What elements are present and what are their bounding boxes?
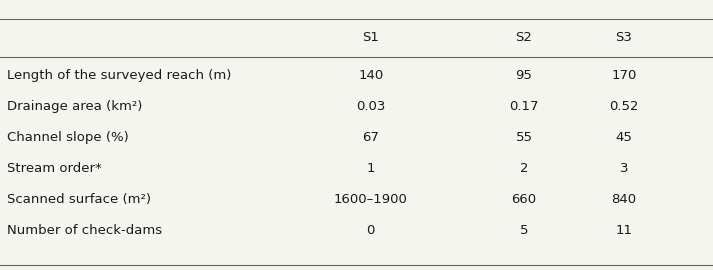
Text: 2: 2 <box>520 162 528 175</box>
Text: 0.17: 0.17 <box>509 100 539 113</box>
Text: 0.52: 0.52 <box>609 100 639 113</box>
Text: 67: 67 <box>362 131 379 144</box>
Text: Drainage area (km²): Drainage area (km²) <box>7 100 143 113</box>
Text: 0: 0 <box>366 224 375 237</box>
Text: 0.03: 0.03 <box>356 100 386 113</box>
Text: 1600–1900: 1600–1900 <box>334 193 408 206</box>
Text: Length of the surveyed reach (m): Length of the surveyed reach (m) <box>7 69 232 82</box>
Text: Scanned surface (m²): Scanned surface (m²) <box>7 193 151 206</box>
Text: Number of check-dams: Number of check-dams <box>7 224 163 237</box>
Text: S2: S2 <box>515 31 533 44</box>
Text: S3: S3 <box>615 31 632 44</box>
Text: 5: 5 <box>520 224 528 237</box>
Text: 45: 45 <box>615 131 632 144</box>
Text: 1: 1 <box>366 162 375 175</box>
Text: Channel slope (%): Channel slope (%) <box>7 131 129 144</box>
Text: 95: 95 <box>515 69 533 82</box>
Text: 3: 3 <box>620 162 628 175</box>
Text: Stream order*: Stream order* <box>7 162 102 175</box>
Text: 660: 660 <box>511 193 537 206</box>
Text: 170: 170 <box>611 69 637 82</box>
Text: 140: 140 <box>358 69 384 82</box>
Text: S1: S1 <box>362 31 379 44</box>
Text: 11: 11 <box>615 224 632 237</box>
Text: 840: 840 <box>611 193 637 206</box>
Text: 55: 55 <box>515 131 533 144</box>
